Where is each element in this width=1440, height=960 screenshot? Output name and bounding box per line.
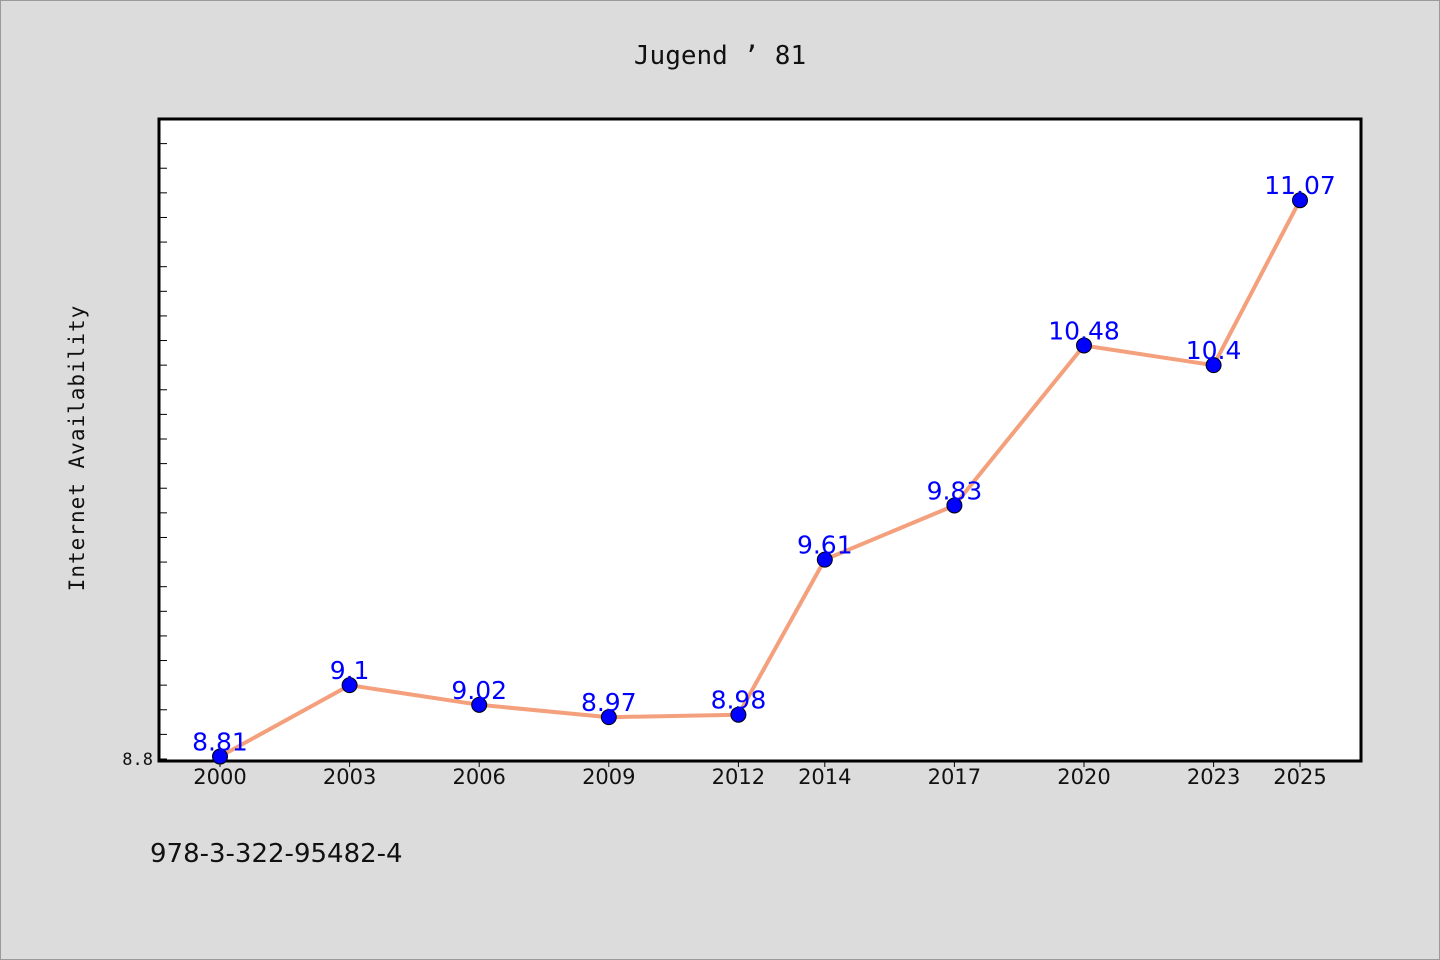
data-point — [946, 497, 963, 514]
data-point — [1292, 192, 1308, 209]
data-label: 9.02 — [451, 676, 507, 705]
data-label: 9.1 — [330, 656, 370, 685]
data-label: 11.07 — [1264, 171, 1336, 200]
plot-area — [157, 117, 1363, 763]
data-point — [341, 677, 358, 694]
y-axis-label: Internet Availability — [65, 305, 89, 592]
data-label: 8.98 — [711, 686, 767, 715]
x-tick-label: 2012 — [712, 765, 765, 789]
data-point — [1205, 357, 1222, 374]
data-label: 9.61 — [797, 531, 853, 560]
y-tick-label: 8.8 — [122, 750, 153, 770]
series-line-group — [218, 198, 1302, 759]
data-point — [212, 748, 228, 765]
data-point — [600, 709, 617, 726]
x-tick-label: 2000 — [193, 765, 246, 789]
data-label: 10.4 — [1186, 336, 1242, 365]
footnote-isbn: 978-3-322-95482-4 — [150, 839, 403, 869]
data-markers — [212, 192, 1308, 765]
data-label: 8.81 — [192, 728, 248, 757]
chart-title: Jugend ’ 81 — [634, 41, 806, 71]
data-label: 10.48 — [1048, 316, 1120, 345]
data-point — [471, 696, 488, 713]
data-labels: 8.81 9.1 9.02 8.97 8.98 9.61 9.83 10.48 10.4 11.0… — [192, 171, 1336, 756]
x-axis-ticks: 2000 2003 2006 2009 2012 2014 2017 2020 2023 2025 — [193, 761, 1327, 789]
x-tick-label: 2006 — [452, 765, 505, 789]
data-label: 9.83 — [927, 476, 983, 505]
x-tick-label: 2014 — [798, 765, 851, 789]
data-point — [730, 706, 747, 723]
series-line — [218, 198, 1302, 759]
x-tick-label: 2025 — [1273, 765, 1326, 789]
data-point — [1076, 337, 1092, 354]
x-tick-label: 2023 — [1187, 765, 1240, 789]
y-axis-ticks: 8.8 — [122, 118, 167, 770]
x-tick-label: 2003 — [323, 765, 376, 789]
x-tick-label: 2020 — [1057, 765, 1110, 789]
data-point — [816, 551, 833, 568]
x-tick-label: 2009 — [582, 765, 635, 789]
x-tick-label: 2017 — [928, 765, 981, 789]
data-label: 8.97 — [581, 688, 637, 717]
